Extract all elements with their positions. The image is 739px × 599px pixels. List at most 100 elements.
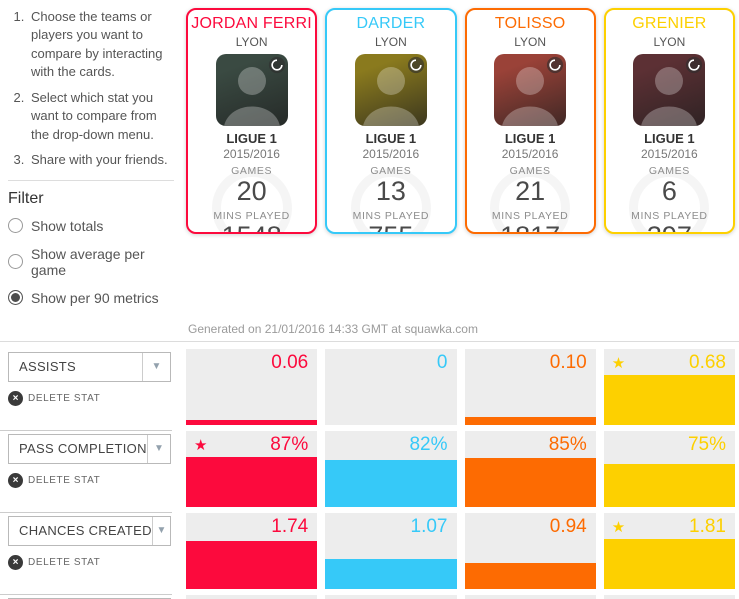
stat-dropdown[interactable]: ASSISTS ▼ — [8, 351, 171, 382]
stat-cell: ★ 0.23 — [603, 594, 735, 599]
stat-cell: ★ 1.74 — [186, 512, 318, 589]
stat-cell: ★ 85% — [464, 430, 596, 507]
radio-icon[interactable] — [8, 290, 23, 306]
swap-player-icon[interactable] — [546, 56, 564, 74]
stat-cell: ★ 82% — [325, 430, 457, 507]
radio-icon[interactable] — [8, 218, 23, 234]
stat-cell: ★ 1.81 — [603, 512, 735, 589]
stat-dropdown-value: PASS COMPLETION — [19, 441, 147, 457]
stat-cell: ★ 0.12 — [325, 594, 457, 599]
stat-value: 0.94 — [549, 515, 587, 537]
stat-value: 82% — [409, 433, 448, 455]
stat-value: 0.12 — [271, 598, 308, 599]
stat-dropdown-value: CHANCES CREATED — [19, 523, 152, 539]
chevron-down-icon[interactable]: ▼ — [146, 434, 170, 463]
mins-played-label: MINS PLAYED — [213, 210, 290, 223]
swap-player-icon[interactable] — [685, 56, 703, 74]
stat-cell: ★ 1.07 — [325, 512, 457, 589]
games-label: GAMES — [231, 165, 273, 177]
delete-stat-button[interactable]: × DELETE STAT — [8, 390, 180, 406]
stat-value: 0.12 — [411, 598, 448, 599]
stat-cell: ★ 75% — [603, 430, 735, 507]
mins-played-value: 397 — [606, 221, 733, 232]
stat-value: 1.07 — [410, 515, 448, 537]
mins-played-label: MINS PLAYED — [491, 210, 569, 223]
chevron-down-icon[interactable]: ▼ — [142, 352, 170, 381]
delete-stat-label: DELETE STAT — [28, 392, 101, 404]
mins-played-label: MINS PLAYED — [631, 210, 708, 223]
radio-icon[interactable] — [8, 254, 23, 270]
league-label: LIGUE 1 — [226, 131, 277, 146]
stat-dropdown[interactable]: PASS COMPLETION ▼ — [8, 433, 171, 464]
stat-dropdown-value: ASSISTS — [19, 359, 77, 375]
swap-player-icon[interactable] — [268, 56, 286, 74]
delete-icon[interactable]: × — [8, 390, 23, 406]
league-label: LIGUE 1 — [365, 131, 417, 146]
stat-value: 0.68 — [689, 351, 726, 373]
season-label: 2015/2016 — [501, 147, 559, 161]
filter-heading: Filter — [8, 189, 44, 207]
mins-played-value: 755 — [327, 221, 454, 232]
stat-bar — [325, 559, 457, 589]
player-name: DARDER — [356, 15, 426, 32]
stat-row-pass-completion: PASS COMPLETION ▼ × DELETE STAT ★ 87% ★ … — [0, 430, 739, 513]
season-label: 2015/2016 — [223, 147, 280, 161]
stat-value: 0.10 — [549, 351, 587, 373]
games-value: 6 — [661, 176, 677, 206]
filter-option-show-per-90[interactable]: Show per 90 metrics — [8, 290, 174, 306]
delete-stat-button[interactable]: × DELETE STAT — [8, 472, 180, 488]
player-cards-row: JORDAN FERRI LYON LIGUE 1 2015/2016 — [180, 0, 739, 318]
stat-value: 1.81 — [689, 515, 726, 537]
delete-stat-label: DELETE STAT — [28, 474, 101, 486]
delete-icon[interactable]: × — [8, 472, 23, 488]
instruction-step-2: Select which stat you want to compare fr… — [28, 89, 174, 144]
stat-cell: ★ 87% — [186, 430, 318, 507]
mins-played-value: 1817 — [467, 221, 594, 232]
player-card-tolisso[interactable]: TOLISSO LYON LIGUE 1 2015/2016 — [464, 8, 596, 234]
games-value: 21 — [515, 176, 546, 206]
chevron-down-icon[interactable]: ▼ — [151, 516, 170, 545]
season-label: 2015/2016 — [362, 147, 420, 161]
instruction-step-1: Choose the teams or players you want to … — [28, 8, 174, 82]
stat-row-chances-created: CHANCES CREATED ▼ × DELETE STAT ★ 1.74 ★… — [0, 512, 739, 595]
stat-bar — [464, 457, 596, 507]
radio-label: Show average per game — [31, 245, 145, 278]
league-label: LIGUE 1 — [504, 131, 556, 146]
player-silhouette — [641, 67, 698, 126]
stat-bar — [603, 374, 735, 425]
player-card-darder[interactable]: DARDER LYON LIGUE 1 2015/2016 — [325, 8, 457, 234]
stat-bar — [603, 538, 735, 589]
best-stat-star-icon: ★ — [611, 354, 626, 372]
games-value: 13 — [375, 176, 406, 206]
stat-value: 0.05 — [550, 598, 587, 599]
delete-stat-button[interactable]: × DELETE STAT — [8, 554, 180, 570]
stat-value: 75% — [687, 433, 726, 455]
player-silhouette — [223, 67, 280, 126]
stat-value: 87% — [270, 433, 309, 455]
delete-stat-label: DELETE STAT — [28, 556, 101, 568]
swap-player-icon[interactable] — [407, 56, 425, 74]
filter-option-show-totals[interactable]: Show totals — [8, 218, 174, 234]
stat-cell: ★ 0.68 — [603, 348, 735, 425]
filter-option-show-average[interactable]: Show average per game — [8, 246, 174, 278]
stat-selector-column: GOALS SCORED ▼ × DELETE STAT — [0, 595, 180, 599]
delete-icon[interactable]: × — [8, 554, 23, 570]
player-card-grenier[interactable]: GRENIER LYON LIGUE 1 2015/2016 — [603, 8, 735, 234]
stat-value: 0 — [436, 351, 448, 373]
stat-bar — [186, 456, 318, 507]
stat-cell: ★ 0.12 — [186, 594, 318, 599]
radio-label: Show per 90 metrics — [31, 289, 159, 306]
stat-bar — [325, 459, 457, 507]
games-label: GAMES — [509, 165, 551, 177]
mins-played-label: MINS PLAYED — [352, 210, 430, 223]
stat-bar — [464, 417, 596, 425]
radio-label: Show totals — [31, 217, 104, 234]
best-stat-star-icon: ★ — [194, 436, 208, 454]
stat-cell: ★ 0.06 — [186, 348, 318, 425]
player-card-jordan-ferri[interactable]: JORDAN FERRI LYON LIGUE 1 2015/2016 — [186, 8, 318, 234]
instruction-step-3: Share with your friends. — [28, 151, 174, 169]
stat-selector-column: ASSISTS ▼ × DELETE STAT — [0, 349, 180, 431]
stat-dropdown[interactable]: CHANCES CREATED ▼ — [8, 515, 171, 546]
stat-selector-column: CHANCES CREATED ▼ × DELETE STAT — [0, 513, 180, 595]
sidebar: Choose the teams or players you want to … — [0, 0, 180, 318]
